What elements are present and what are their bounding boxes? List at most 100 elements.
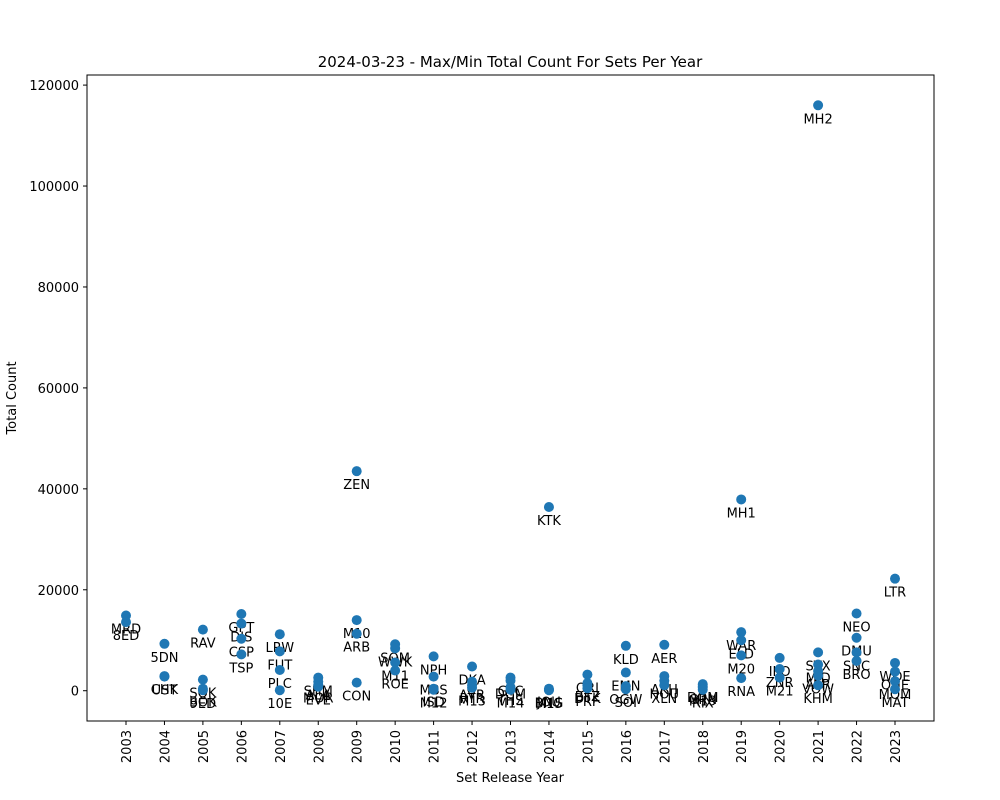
data-point (313, 681, 324, 692)
x-tick-label: 2008 (312, 730, 327, 763)
x-tick-label: 2014 (543, 730, 558, 763)
data-label: OGW (609, 693, 642, 708)
data-label: FRF (575, 695, 599, 710)
data-label: CHK (151, 683, 179, 698)
data-point (774, 672, 785, 683)
data-point (505, 684, 516, 695)
data-point (351, 466, 362, 477)
data-point (659, 639, 670, 650)
x-tick-label: 2010 (389, 730, 404, 763)
data-label: DOM (687, 691, 718, 706)
data-point (890, 657, 900, 668)
data-label: KLD (613, 653, 639, 668)
data-point (197, 674, 208, 685)
data-point (582, 683, 593, 694)
x-tick-label: 2015 (581, 730, 596, 763)
data-point (236, 633, 247, 644)
chart-title: 2024-03-23 - Max/Min Total Count For Set… (318, 53, 703, 71)
data-point (620, 684, 631, 695)
data-label: KTK (537, 514, 561, 529)
data-point (697, 684, 708, 695)
data-point (274, 685, 285, 696)
data-point (890, 573, 900, 584)
data-point (774, 664, 785, 675)
data-point (736, 627, 747, 638)
data-point (890, 666, 900, 677)
data-label: ARB (343, 641, 370, 656)
data-label: MH2 (803, 112, 832, 127)
data-label: MOM (879, 688, 912, 703)
data-label: M11 (381, 669, 409, 684)
data-label: ISD (423, 696, 445, 711)
data-point (351, 615, 362, 626)
data-label: GRN (688, 693, 717, 708)
data-point (197, 685, 208, 696)
data-point (890, 684, 900, 695)
y-tick-label: 120000 (29, 79, 79, 94)
data-label: WAR (726, 639, 756, 654)
data-label: KHM (803, 692, 833, 707)
data-label: PLC (268, 677, 292, 692)
x-tick-label: 2018 (697, 730, 712, 763)
x-tick-label: 2017 (658, 730, 673, 763)
data-point (813, 647, 824, 658)
data-point (851, 632, 862, 643)
data-point (390, 665, 401, 676)
data-point (274, 629, 285, 640)
data-point (736, 635, 747, 646)
data-point (736, 494, 747, 505)
x-axis-label: Set Release Year (456, 771, 565, 786)
y-tick-label: 80000 (38, 281, 79, 296)
data-label: NEO (842, 621, 870, 636)
data-label: UST (152, 684, 178, 699)
x-tick-label: 2016 (620, 730, 635, 763)
data-point (428, 651, 439, 662)
y-tick-label: 60000 (38, 382, 79, 397)
data-point (236, 649, 247, 660)
y-tick-label: 100000 (29, 180, 79, 195)
data-label: 10E (267, 697, 292, 712)
data-point (351, 677, 362, 688)
data-label: ZNR (766, 676, 794, 691)
data-point (851, 608, 862, 619)
data-point (428, 684, 439, 695)
data-label: ZEN (343, 478, 370, 493)
data-label: DGM (495, 688, 526, 703)
data-point (236, 618, 247, 629)
data-label: ALA (306, 689, 331, 704)
data-point (543, 502, 554, 513)
data-label: CON (342, 690, 371, 705)
data-point (543, 685, 554, 696)
data-label: BRO (842, 668, 870, 683)
data-label: EVE (306, 694, 331, 709)
data-label: MH1 (727, 506, 756, 521)
data-label: HOU (650, 688, 680, 703)
data-label: THS (497, 694, 524, 709)
data-label: TSP (228, 661, 253, 676)
data-point (197, 624, 208, 635)
data-label: MOR (303, 692, 333, 707)
data-label: 8ED (113, 629, 140, 644)
data-point (390, 657, 401, 668)
data-label: M12 (420, 697, 448, 712)
x-tick-label: 2009 (351, 730, 366, 763)
data-point (236, 609, 247, 620)
data-label: JOU (536, 696, 561, 711)
data-label: RTR (460, 692, 485, 707)
data-point (121, 617, 131, 628)
y-tick-label: 0 (71, 685, 79, 700)
data-point (467, 682, 478, 693)
data-point (813, 100, 824, 111)
data-point (736, 673, 747, 684)
data-point (813, 670, 824, 681)
x-tick-label: 2005 (197, 730, 212, 763)
plot-frame (86, 74, 935, 722)
data-label: M19 (689, 695, 717, 710)
data-label: M13 (458, 695, 486, 710)
data-label: 9ED (190, 697, 217, 712)
x-tick-label: 2013 (505, 730, 520, 763)
x-tick-label: 2004 (158, 730, 173, 763)
data-label: BNG (535, 697, 564, 712)
